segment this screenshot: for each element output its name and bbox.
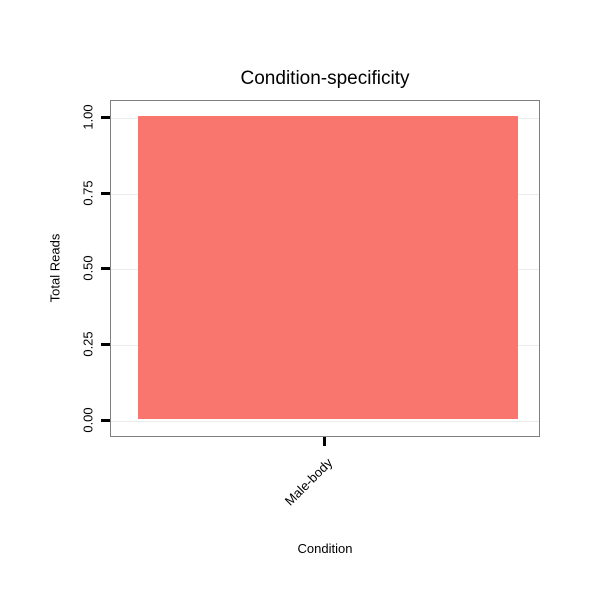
x-tick-label-male-body: Male-body	[282, 455, 336, 509]
y-tick-mark-0.25	[101, 343, 110, 346]
y-tick-label-0.00: 0.00	[80, 407, 96, 433]
y-tick-mark-0.00	[101, 419, 110, 422]
plot-panel	[110, 100, 540, 437]
y-tick-mark-0.75	[101, 192, 110, 195]
y-tick-label-0.75: 0.75	[80, 180, 96, 206]
y-tick-label-0.25: 0.25	[80, 331, 96, 357]
chart-title: Condition-specificity	[240, 68, 410, 89]
x-tick-mark-male-body	[323, 437, 326, 446]
y-tick-label-0.50: 0.50	[80, 255, 96, 281]
y-tick-mark-0.50	[101, 267, 110, 270]
y-tick-label-1.00: 1.00	[80, 104, 96, 130]
y-tick-mark-1.00	[101, 116, 110, 119]
x-axis-title: Condition	[297, 541, 353, 556]
y-axis-title: Total Reads	[47, 233, 63, 303]
gridline-0.00	[111, 421, 539, 422]
bar-male-body	[138, 116, 518, 419]
